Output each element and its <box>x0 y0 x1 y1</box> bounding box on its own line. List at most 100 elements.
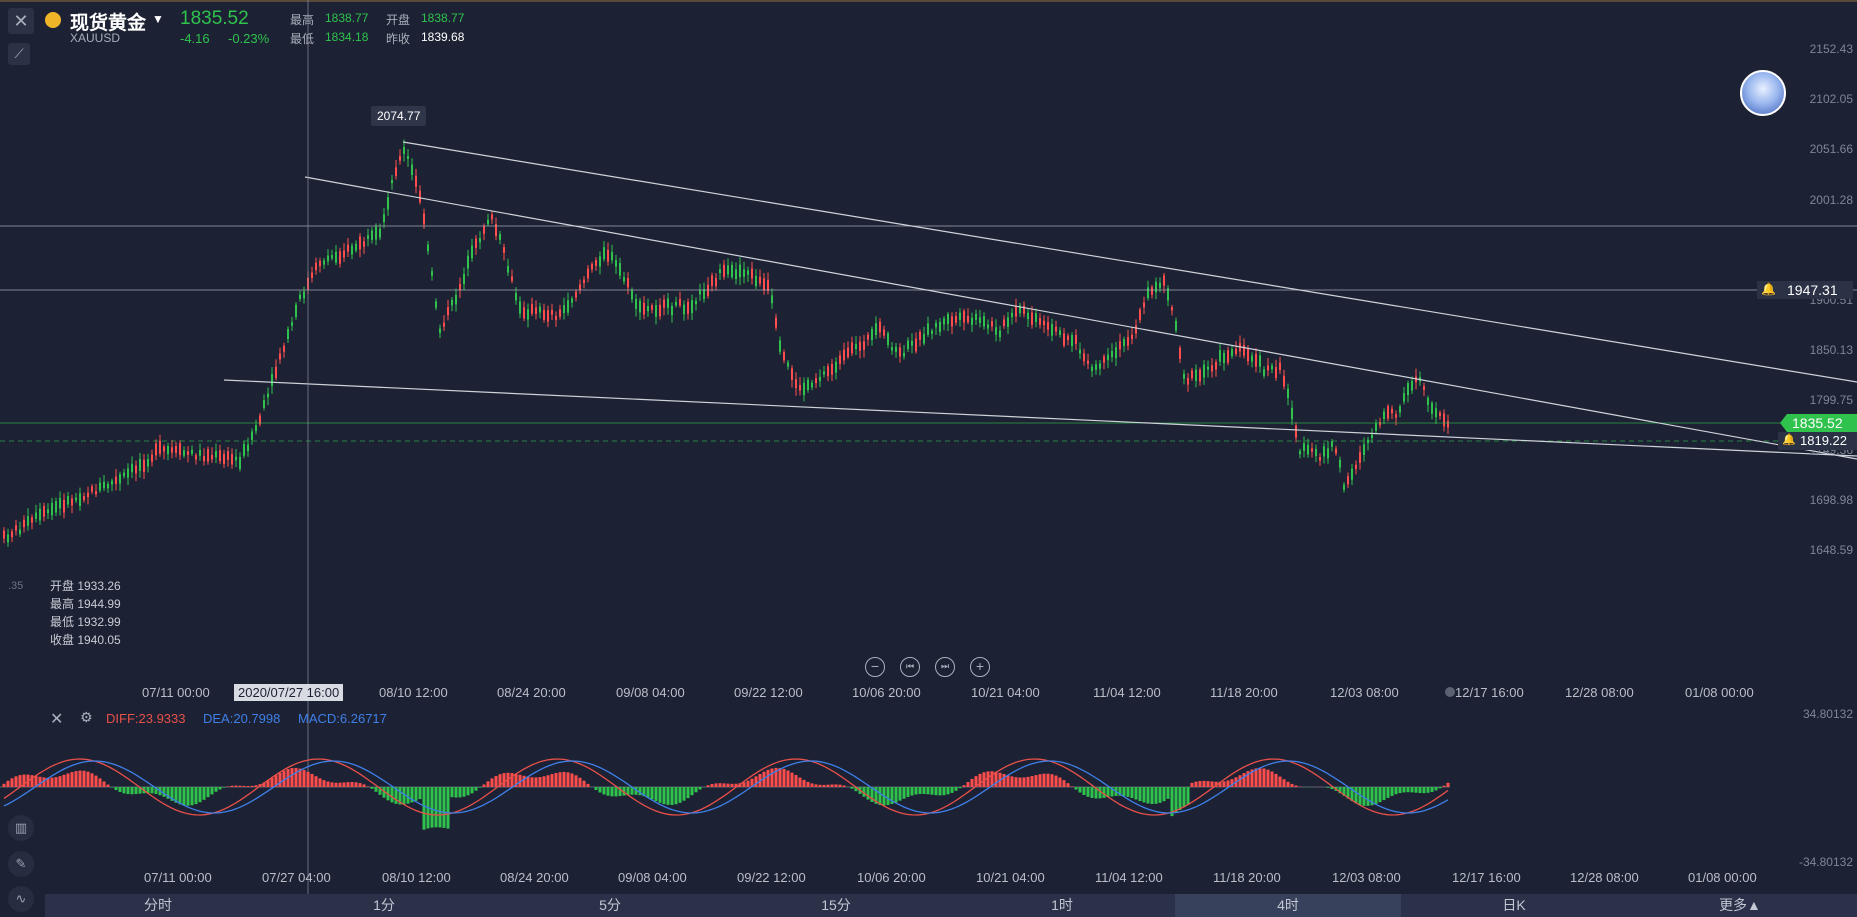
macd-bar <box>1142 787 1146 803</box>
macd-bar <box>738 783 742 787</box>
candle-body <box>231 454 233 465</box>
timeframe-tab[interactable]: 1时 <box>1051 897 1073 913</box>
macd-bar <box>1370 787 1374 806</box>
timeframe-tab[interactable]: 5分 <box>599 897 621 913</box>
candle-body <box>1055 326 1057 332</box>
macd-bar <box>706 785 710 787</box>
macd-bar <box>458 787 462 798</box>
alert-upper-tag[interactable]: 🔔 1947.31 <box>1757 281 1853 299</box>
candle-body <box>579 284 581 291</box>
timeframe-tab[interactable]: 15分 <box>821 897 851 913</box>
candle-body <box>1315 449 1317 457</box>
timeframe-tab[interactable]: 更多▲ <box>1719 897 1761 913</box>
symbol-dropdown-icon[interactable]: ▼ <box>152 12 164 26</box>
candle-body <box>83 496 85 501</box>
macd-bar <box>282 770 286 787</box>
candle-body <box>743 269 745 277</box>
timeframe-tab[interactable]: 日K <box>1502 897 1526 913</box>
candle-body <box>1287 388 1289 399</box>
timeframe-tab[interactable]: 分时 <box>144 897 172 913</box>
candle-body <box>607 249 609 262</box>
candle-body <box>835 361 837 373</box>
candle-body <box>635 298 637 309</box>
macd-bar <box>226 786 230 787</box>
macd-bar <box>1406 787 1410 793</box>
candle-body <box>1303 443 1305 451</box>
symbol-name[interactable]: 现货黄金 <box>70 13 147 34</box>
macd-bar <box>526 776 530 787</box>
macd-bar <box>398 787 402 805</box>
candle-body <box>1219 350 1221 362</box>
time-axis-label: 01/08 00:00 <box>1685 685 1754 700</box>
close-chart-button[interactable]: ✕ <box>8 8 34 34</box>
macd-bar <box>866 787 870 800</box>
candle-body <box>15 525 17 531</box>
candle-body <box>891 347 893 351</box>
avatar[interactable] <box>1740 70 1786 116</box>
candle-body <box>55 501 57 513</box>
candle-body <box>1163 275 1165 286</box>
macd-bar <box>1434 787 1438 791</box>
macd-bar <box>294 767 298 787</box>
candle-body <box>591 263 593 270</box>
macd-bar <box>890 787 894 805</box>
timeframe-bar <box>45 894 1857 917</box>
candle-body <box>643 302 645 315</box>
timeframe-tab[interactable]: 4时 <box>1175 894 1401 917</box>
macd-bar <box>838 784 842 787</box>
macd-bar <box>686 787 690 799</box>
candle-body <box>1103 356 1105 363</box>
close-indicator-icon[interactable]: ✕ <box>50 711 64 728</box>
macd-bar <box>1186 787 1190 805</box>
macd-bar <box>70 772 74 787</box>
indicator-settings-icon[interactable]: ⚙ <box>80 709 93 725</box>
macd-bar <box>1250 769 1254 787</box>
macd-bar <box>1266 769 1270 787</box>
candle-body <box>855 343 857 350</box>
zoom-out-button[interactable]: − <box>865 657 885 677</box>
candle-body <box>663 299 665 308</box>
macd-bar <box>922 787 926 794</box>
draw-tool-button[interactable]: ⟋ <box>8 43 30 65</box>
macd-bar <box>1154 787 1158 804</box>
candle-body <box>331 255 333 259</box>
macd-bar <box>422 787 426 830</box>
candle-body <box>1215 361 1217 370</box>
indicator-icon[interactable]: ∿ <box>8 886 34 912</box>
candle-body <box>439 328 441 334</box>
macd-bar <box>410 787 414 803</box>
macd-bar <box>354 782 358 787</box>
macd-bar <box>382 787 386 798</box>
macd-bar <box>894 787 898 803</box>
timeframe-tab[interactable]: 1分 <box>373 897 395 913</box>
candle-body <box>1243 345 1245 356</box>
macd-bar <box>1166 787 1170 799</box>
candle-body <box>739 264 741 278</box>
pencil-icon[interactable]: ✎ <box>8 851 34 877</box>
macd-bar <box>878 787 882 806</box>
candle-body <box>119 474 121 484</box>
candle-body <box>1127 336 1129 346</box>
chart-type-icon[interactable]: ▥ <box>8 815 34 841</box>
trend-line-bottom <box>223 379 1857 457</box>
scroll-start-button[interactable]: ⏮ <box>900 657 920 677</box>
macd-bar <box>18 775 22 787</box>
candle-body <box>815 378 817 384</box>
scroll-end-button[interactable]: ⏭ <box>935 657 955 677</box>
macd-bar <box>1046 773 1050 787</box>
candle-body <box>787 362 789 367</box>
macd-bar <box>1158 787 1162 803</box>
candle-body <box>427 244 429 252</box>
candle-body <box>1203 364 1205 378</box>
macd-time-axis-label: 08/24 20:00 <box>500 870 569 885</box>
candle-body <box>1335 448 1337 454</box>
macd-bar <box>1022 777 1026 787</box>
macd-bar <box>818 784 822 787</box>
alert-lower-tag[interactable]: 🔔 1819.22 <box>1778 432 1857 450</box>
macd-bar <box>1214 781 1218 787</box>
candle-body <box>459 283 461 291</box>
macd-bar <box>290 768 294 787</box>
macd-bar <box>190 787 194 806</box>
zoom-in-button[interactable]: + <box>970 657 990 677</box>
